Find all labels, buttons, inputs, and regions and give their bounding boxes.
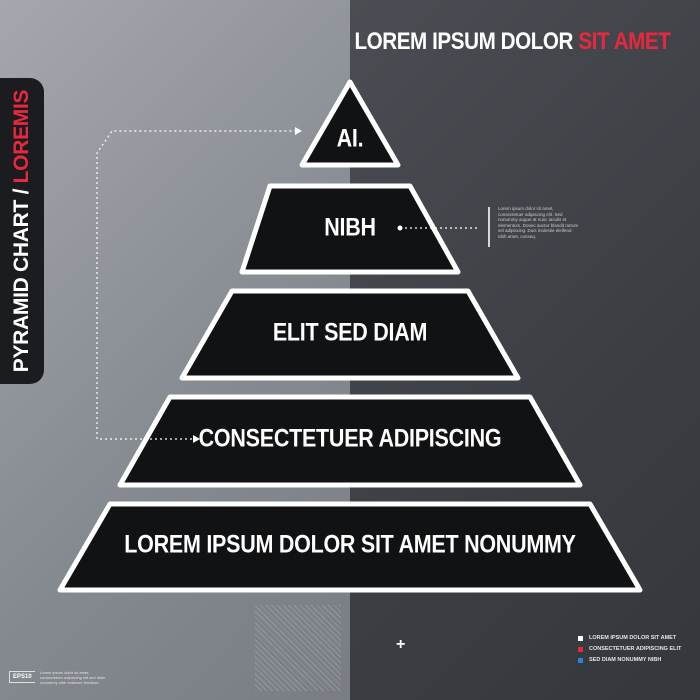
legend: LOREM IPSUM DOLOR SIT AMET CONSECTETUER A…: [578, 633, 681, 666]
legend-label: CONSECTETUER ADIPISCING ELIT: [589, 646, 682, 652]
connector-arrow-top: [295, 127, 302, 135]
hatched-decoration: [255, 605, 341, 691]
connectors: [96, 127, 478, 443]
pyramid-level-4: [117, 394, 583, 488]
title-red-part: SIT AMET: [577, 28, 671, 55]
legend-swatch: [578, 657, 583, 663]
legend-item: LOREM IPSUM DOLOR SIT AMET: [578, 633, 681, 643]
legend-item: SED DIAM NONUMMY NIBH: [578, 655, 681, 665]
legend-swatch: [578, 646, 583, 652]
legend-label: SED DIAM NONUMMY NIBH: [589, 657, 662, 663]
page-title: LOREM IPSUM DOLOR SIT AMET: [354, 28, 670, 56]
note-divider: [488, 207, 490, 247]
pyramid-level-1-label: AI.: [336, 124, 364, 153]
connector-arrow-bottom: [193, 435, 200, 443]
pyramid-level-5: [57, 501, 643, 593]
legend-item: CONSECTETUER ADIPISCING ELIT: [578, 644, 681, 654]
pyramid-level-1: [299, 79, 401, 168]
pyramid-level-5-label: LOREM IPSUM DOLOR SIT AMET NONUMMY: [124, 530, 576, 559]
footer-text: Lorem ipsum dolor sit amet, consectetuer…: [40, 670, 106, 685]
legend-swatch: [578, 635, 583, 641]
plus-icon: +: [396, 636, 406, 653]
pyramid-level-2: [239, 183, 461, 275]
connector-dot: [397, 225, 403, 231]
connector-line-left: [96, 130, 295, 440]
pyramid-level-2-label: NIBH: [324, 213, 376, 242]
legend-label: LOREM IPSUM DOLOR SIT AMET: [589, 635, 677, 641]
eps-badge: EPS10: [9, 671, 35, 683]
side-tab: [0, 78, 44, 384]
title-white-part: LOREM IPSUM DOLOR: [353, 28, 578, 55]
note-text: Lorem ipsum dolor sit amet, consectetuer…: [498, 206, 579, 239]
pyramid-level-4-label: CONSECTETUER ADIPISCING: [198, 424, 502, 453]
pyramid-level-3-label: ELIT SED DIAM: [272, 318, 428, 347]
pyramid-level-3: [179, 288, 521, 381]
